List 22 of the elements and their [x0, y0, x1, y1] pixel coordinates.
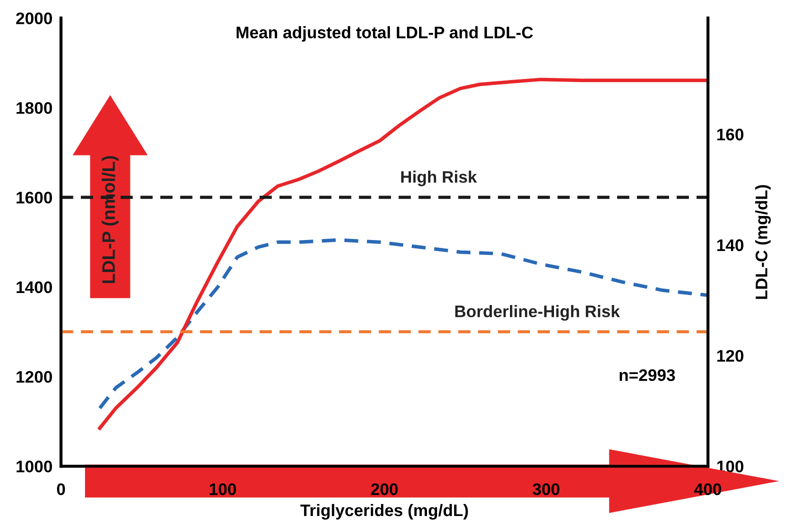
y-axis-title: LDL-P (nmol/L): [102, 156, 119, 284]
x-tick-label: 0: [57, 483, 65, 496]
ref-line-label: High Risk: [401, 170, 477, 186]
y2-axis-title: LDL-C (mg/dL): [755, 185, 771, 299]
annotation: n=2993: [620, 369, 675, 382]
ref-line-label: Borderline-High Risk: [455, 305, 620, 321]
y2-tick-label: 140: [717, 239, 744, 252]
y-tick-label: 2000: [16, 12, 52, 24]
y-tick-label: 1200: [16, 370, 52, 383]
x-tick-label: 100: [210, 483, 236, 496]
x-tick-label: 400: [694, 483, 722, 496]
chart-title: Mean adjusted total LDL-P and LDL-C: [236, 26, 533, 42]
x-tick-label: 300: [532, 483, 560, 496]
x-axis-title: Triglycerides (mg/dL): [300, 504, 468, 520]
y-tick-label: 1400: [16, 281, 52, 294]
y2-tick-label: 160: [717, 128, 744, 140]
line-series: [98, 78, 708, 430]
y2-tick-label: 120: [717, 350, 744, 362]
y-tick-label: 1800: [16, 102, 52, 114]
x-tick-label: 200: [371, 483, 398, 496]
y-tick-label: 1600: [16, 192, 52, 204]
y-tick-label: 1000: [16, 460, 52, 472]
